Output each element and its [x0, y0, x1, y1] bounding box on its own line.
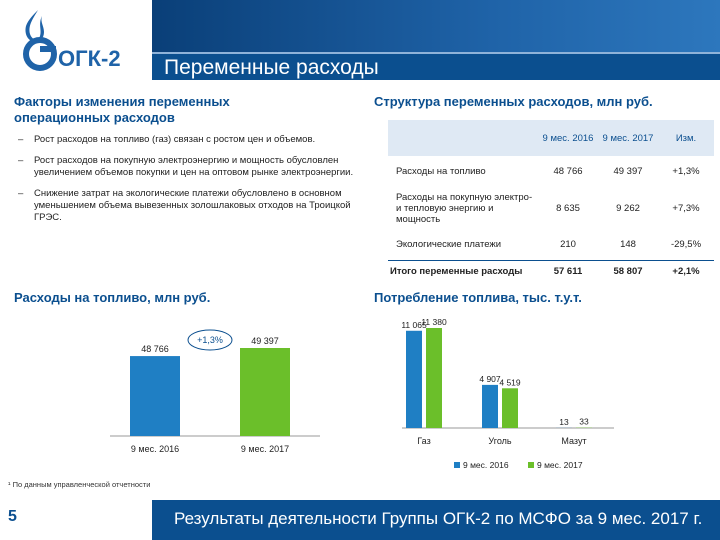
category-label: 9 мес. 2016 — [131, 444, 179, 454]
column-header: 9 мес. 2016 — [542, 132, 594, 144]
structure-title: Структура переменных расходов, млн руб. — [374, 94, 653, 109]
ogk2-logo: ОГК-2 — [23, 10, 121, 71]
factor-bullet: – Рост расходов на топливо (газ) связан … — [16, 134, 356, 146]
footer: 5 Результаты деятельности Группы ОГК-2 п… — [0, 500, 720, 540]
factors-bullet-list: – Рост расходов на топливо (газ) связан … — [16, 134, 356, 233]
fuel-cost-bar — [130, 356, 180, 436]
fuel-costs-chart: 48 766 9 мес. 2016 49 397 9 мес. 2017 +1,3% — [110, 329, 320, 454]
bar-value-label: 49 397 — [251, 336, 279, 346]
footer-band: Результаты деятельности Группы ОГК-2 по … — [152, 500, 720, 540]
row-label: Итого переменные расходы — [388, 259, 538, 282]
cell-change: -29,5% — [670, 239, 702, 251]
bullet-dash: – — [18, 134, 24, 145]
bar-value-label: 4 907 — [479, 374, 501, 384]
cell-2016: 48 766 — [553, 165, 583, 177]
consumption-bar — [502, 388, 518, 428]
bar-value-label: 4 519 — [499, 377, 521, 387]
cell-2017: 9 262 — [616, 202, 640, 214]
legend-label: 9 мес. 2016 — [463, 460, 509, 470]
column-header — [388, 120, 538, 156]
cell-2017: 58 807 — [598, 259, 658, 282]
factor-bullet: – Рост расходов на покупную электроэнерг… — [16, 155, 356, 179]
table-total-row: Итого переменные расходы 57 611 58 807 +… — [388, 259, 714, 282]
cell-2016: 57 611 — [538, 259, 598, 282]
factor-bullet: – Снижение затрат на экологические плате… — [16, 188, 356, 224]
bullet-text: Рост расходов на покупную электроэнергию… — [34, 155, 354, 178]
header: ОГК-2 Переменные расходы — [0, 0, 720, 80]
category-label: Газ — [417, 436, 430, 446]
bullet-text: Рост расходов на топливо (газ) связан с … — [34, 134, 316, 145]
category-label: 9 мес. 2017 — [241, 444, 289, 454]
row-label: Расходы на покупную электро- и тепловую … — [396, 191, 533, 225]
footnote: ¹ По данным управленческой отчетности — [8, 480, 150, 489]
bar-value-label: 11 065 — [401, 320, 427, 330]
change-label: +1,3% — [197, 335, 223, 345]
row-label: Экологические платежи — [396, 239, 502, 251]
bullet-dash: – — [18, 188, 24, 199]
table-row: Экологические платежи 210 148 -29,5% — [388, 230, 714, 260]
table-row: Расходы на покупную электро- и тепловую … — [388, 186, 714, 230]
footnote-marker: ¹ — [8, 480, 11, 489]
logo-area: ОГК-2 — [0, 0, 152, 80]
page-number: 5 — [8, 508, 17, 525]
legend-label: 9 мес. 2017 — [537, 460, 583, 470]
change-badge — [187, 329, 233, 351]
column-header: Изм. — [675, 132, 697, 144]
consumption-bar — [406, 330, 422, 428]
legend-swatch — [454, 462, 460, 468]
header-band-gradient — [152, 0, 720, 52]
footer-left: 5 — [0, 500, 152, 540]
cell-change: +1,3% — [672, 165, 700, 177]
footer-text: Результаты деятельности Группы ОГК-2 по … — [174, 509, 703, 528]
logo-text: ОГК-2 — [58, 46, 121, 71]
bar-value-label: 11 380 — [421, 317, 447, 327]
cell-2016: 8 635 — [556, 202, 580, 214]
bullet-text: Снижение затрат на экологические платежи… — [34, 188, 351, 223]
page-title: Переменные расходы — [164, 56, 379, 79]
row-label: Расходы на топливо — [396, 165, 486, 177]
structure-table: 9 мес. 2016 9 мес. 2017 Изм. Расходы на … — [388, 120, 714, 282]
fuel-consumption-title: Потребление топлива, тыс. т.у.т. — [374, 290, 582, 305]
fuel-costs-title: Расходы на топливо, млн руб. — [14, 290, 211, 305]
bullet-dash: – — [18, 155, 24, 166]
column-header: 9 мес. 2017 — [602, 132, 654, 144]
fuel-cost-bar — [240, 348, 290, 436]
header-divider — [152, 52, 720, 54]
footnote-text: По данным управленческой отчетности — [12, 480, 151, 489]
legend-swatch — [528, 462, 534, 468]
consumption-bar — [482, 384, 498, 428]
cell-2017: 148 — [620, 239, 636, 251]
table-header-row: 9 мес. 2016 9 мес. 2017 Изм. — [388, 120, 714, 156]
table-row: Расходы на топливо 48 766 49 397 +1,3% — [388, 156, 714, 186]
cell-2017: 49 397 — [613, 165, 643, 177]
bar-value-label: 33 — [579, 417, 589, 427]
bar-value-label: 48 766 — [141, 344, 169, 354]
factors-title: Факторы изменения переменных операционны… — [14, 94, 230, 125]
consumption-bar — [426, 328, 442, 428]
category-label: Уголь — [488, 436, 511, 446]
cell-2016: 210 — [560, 239, 576, 251]
cell-change: +7,3% — [672, 202, 700, 214]
bar-value-label: 13 — [559, 417, 569, 427]
cell-change: +2,1% — [658, 259, 714, 282]
category-label: Мазут — [561, 436, 586, 446]
